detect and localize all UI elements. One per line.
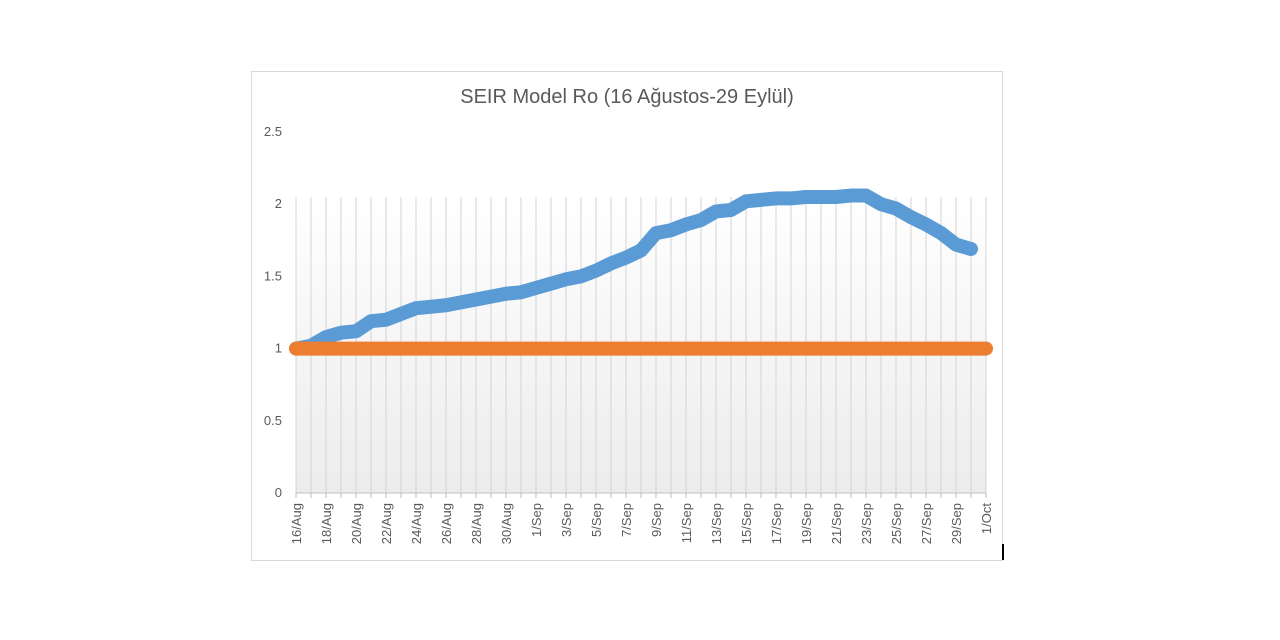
y-tick-label: 2.5 — [264, 124, 282, 139]
x-tick-label: 28/Aug — [469, 503, 484, 544]
x-tick-label: 24/Aug — [409, 503, 424, 544]
y-tick-label: 1 — [275, 341, 282, 356]
x-tick-label: 23/Sep — [859, 503, 874, 544]
x-tick-label: 13/Sep — [709, 503, 724, 544]
x-tick-label: 29/Sep — [949, 503, 964, 544]
x-tick-label: 15/Sep — [739, 503, 754, 544]
x-tick-label: 20/Aug — [349, 503, 364, 544]
corner-mark — [1002, 544, 1004, 560]
x-tick-label: 22/Aug — [379, 503, 394, 544]
chart-title: SEIR Model Ro (16 Ağustos-29 Eylül) — [460, 86, 794, 108]
x-tick-label: 9/Sep — [649, 503, 664, 537]
x-tick-label: 17/Sep — [769, 503, 784, 544]
x-tick-label: 11/Sep — [679, 503, 694, 543]
x-tick-label: 18/Aug — [319, 503, 334, 544]
x-tick-label: 30/Aug — [499, 503, 514, 544]
y-tick-label: 0 — [275, 485, 282, 500]
x-tick-label: 21/Sep — [829, 503, 844, 544]
x-tick-label: 1/Oct — [979, 503, 994, 534]
x-tick-label: 16/Aug — [289, 503, 304, 544]
x-tick-label: 5/Sep — [589, 503, 604, 537]
y-tick-label: 2 — [275, 196, 282, 211]
x-tick-label: 26/Aug — [439, 503, 454, 544]
x-tick-label: 27/Sep — [919, 503, 934, 544]
x-tick-label: 7/Sep — [619, 503, 634, 537]
x-tick-label: 1/Sep — [529, 503, 544, 537]
y-tick-label: 0.5 — [264, 413, 282, 428]
x-tick-label: 25/Sep — [889, 503, 904, 544]
x-tick-label: 3/Sep — [559, 503, 574, 537]
series-line-ro — [289, 188, 978, 356]
y-tick-label: 1.5 — [264, 268, 282, 283]
x-tick-label: 19/Sep — [799, 503, 814, 544]
